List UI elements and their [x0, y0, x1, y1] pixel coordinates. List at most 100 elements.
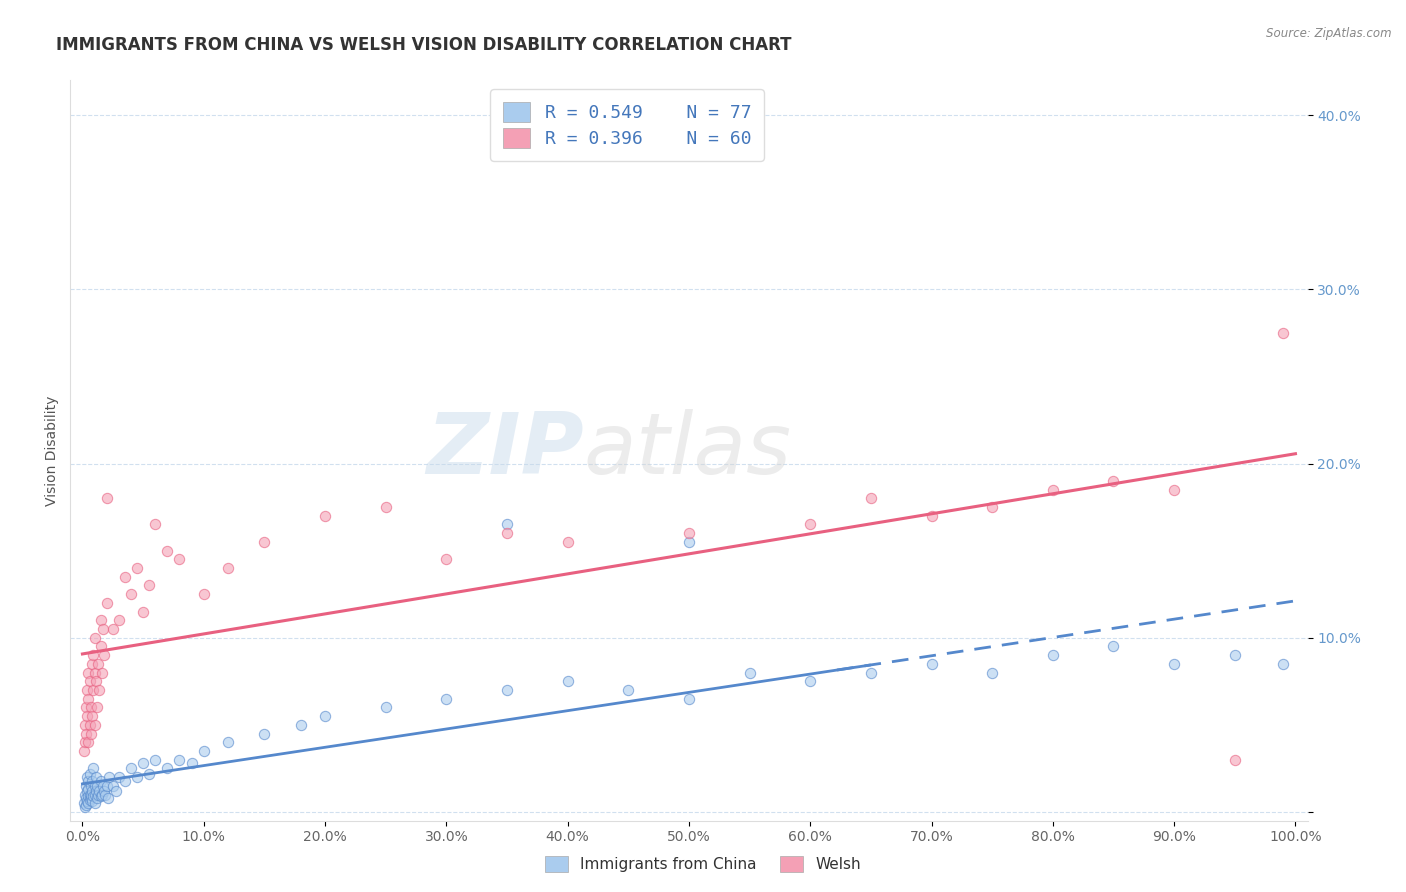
Point [82, 773, 104, 788]
Point [82, 657, 104, 671]
Point [72, 796, 94, 810]
Point [314, 508, 336, 523]
Point [1102, 640, 1125, 654]
Point [101, 622, 124, 636]
Point [90, 665, 112, 680]
Point [290, 718, 312, 732]
Text: IMMIGRANTS FROM CHINA VS WELSH VISION DISABILITY CORRELATION CHART: IMMIGRANTS FROM CHINA VS WELSH VISION DI… [56, 36, 792, 54]
Point [80, 700, 103, 714]
Point [93, 784, 115, 798]
Point [132, 605, 155, 619]
Point [96, 491, 118, 506]
Point [82, 761, 104, 775]
Point [496, 517, 519, 532]
Point [83, 779, 105, 793]
Point [156, 543, 179, 558]
Point [77, 782, 100, 797]
Point [496, 526, 519, 541]
Point [314, 709, 336, 723]
Point [617, 683, 640, 698]
Point [83, 796, 105, 810]
Point [678, 526, 700, 541]
Point [138, 578, 160, 592]
Point [921, 657, 943, 671]
Point [91, 779, 114, 793]
Point [87, 788, 110, 802]
Point [86, 779, 108, 793]
Point [496, 683, 519, 698]
Point [108, 613, 131, 627]
Point [82, 648, 104, 662]
Point [72, 744, 94, 758]
Point [79, 788, 101, 802]
Point [87, 657, 110, 671]
Point [1223, 753, 1246, 767]
Legend: R = 0.549    N = 77, R = 0.396    N = 60: R = 0.549 N = 77, R = 0.396 N = 60 [491, 89, 763, 161]
Point [108, 770, 131, 784]
Point [94, 788, 117, 802]
Point [75, 791, 97, 805]
Point [434, 552, 457, 566]
Point [73, 735, 96, 749]
Point [77, 735, 100, 749]
Point [83, 631, 105, 645]
Point [98, 770, 121, 784]
Point [82, 784, 104, 798]
Point [253, 535, 276, 549]
Point [90, 789, 112, 804]
Point [79, 766, 101, 780]
Point [253, 726, 276, 740]
Point [77, 691, 100, 706]
Point [132, 756, 155, 771]
Point [73, 718, 96, 732]
Point [77, 773, 100, 788]
Point [83, 788, 105, 802]
Point [374, 500, 396, 514]
Point [80, 788, 103, 802]
Point [217, 735, 239, 749]
Point [73, 799, 96, 814]
Point [138, 766, 160, 780]
Point [77, 789, 100, 804]
Point [1042, 483, 1064, 497]
Text: ZIP: ZIP [426, 409, 583, 492]
Point [90, 640, 112, 654]
Text: atlas: atlas [583, 409, 792, 492]
Point [90, 773, 112, 788]
Point [84, 770, 107, 784]
Point [434, 691, 457, 706]
Point [678, 691, 700, 706]
Point [91, 622, 114, 636]
Point [76, 795, 98, 809]
Point [77, 665, 100, 680]
Point [83, 665, 105, 680]
Point [114, 570, 136, 584]
Point [76, 784, 98, 798]
Point [75, 797, 97, 812]
Point [84, 784, 107, 798]
Point [84, 674, 107, 689]
Point [143, 517, 166, 532]
Point [169, 753, 191, 767]
Point [93, 648, 115, 662]
Point [76, 770, 98, 784]
Point [921, 508, 943, 523]
Point [1223, 648, 1246, 662]
Point [125, 561, 148, 575]
Point [82, 795, 104, 809]
Point [169, 552, 191, 566]
Point [101, 779, 124, 793]
Point [105, 784, 128, 798]
Point [75, 700, 97, 714]
Point [77, 796, 100, 810]
Point [120, 587, 142, 601]
Point [1042, 648, 1064, 662]
Point [557, 674, 579, 689]
Point [859, 491, 882, 506]
Point [981, 500, 1004, 514]
Point [120, 761, 142, 775]
Point [86, 791, 108, 805]
Point [73, 788, 96, 802]
Point [76, 683, 98, 698]
Point [678, 535, 700, 549]
